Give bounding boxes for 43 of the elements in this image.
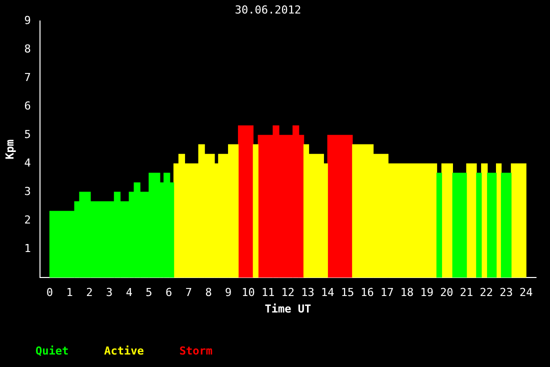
x-tick-label: 10 (242, 286, 255, 300)
x-tick-label: 0 (46, 286, 54, 300)
x-tick-label: 6 (166, 286, 172, 300)
x-axis-title: Time UT (264, 302, 312, 316)
x-tick-label: 19 (420, 286, 434, 300)
x-tick-label: 5 (146, 286, 152, 300)
x-tick-label: 13 (301, 286, 314, 300)
x-tick-label: 4 (126, 286, 133, 300)
x-tick-label: 1 (66, 286, 73, 300)
x-tick-label: 2 (86, 286, 93, 300)
y-tick-label: 9 (24, 14, 31, 28)
chart-title: 30.06.2012 (234, 3, 302, 16)
y-tick-label: 6 (24, 100, 31, 113)
x-tick-label: 11 (261, 286, 275, 300)
x-tick-label: 18 (400, 286, 414, 300)
x-tick-label: 22 (480, 286, 494, 300)
y-tick-label: 7 (24, 71, 31, 84)
bar (487, 172, 497, 278)
y-axis-title: Kpm (3, 139, 16, 160)
text: Storm (179, 344, 213, 358)
x-tick-label: 3 (106, 286, 113, 300)
x-tick-label: 15 (340, 286, 354, 300)
text: Active (104, 344, 144, 358)
x-tick-label: 14 (320, 286, 335, 300)
x-tick-label: 23 (500, 286, 513, 300)
x-tick-label: 12 (281, 286, 295, 300)
x-tick-label: 24 (519, 286, 534, 300)
y-tick-label: 5 (24, 128, 31, 142)
x-tick-label: 21 (460, 286, 474, 300)
x-tick-label: 8 (205, 286, 212, 300)
y-tick-label: 8 (24, 42, 31, 56)
x-tick-label: 16 (360, 286, 374, 300)
y-tick-label: 3 (24, 184, 31, 198)
y-tick-label: 4 (24, 156, 32, 170)
x-tick-label: 7 (185, 286, 192, 300)
bar (238, 125, 254, 278)
y-tick-label: 2 (24, 213, 31, 226)
y-tick-label: 1 (24, 242, 31, 255)
x-tick-label: 9 (225, 286, 232, 300)
x-tick-label: 17 (380, 286, 394, 300)
text: Quiet (36, 344, 69, 358)
x-tick-label: 20 (440, 286, 454, 300)
bar (441, 163, 453, 278)
